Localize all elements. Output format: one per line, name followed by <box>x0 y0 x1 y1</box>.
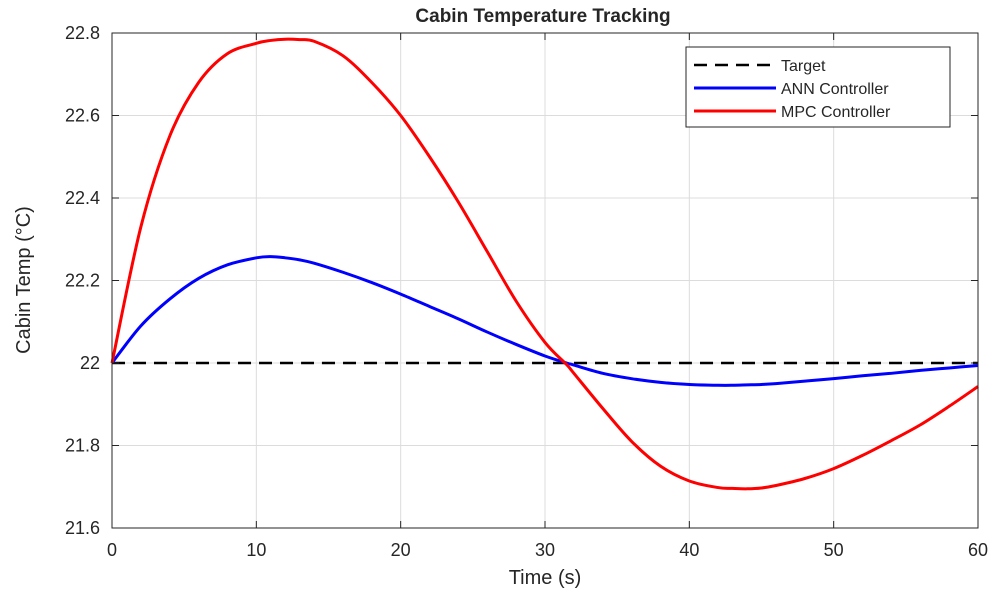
legend: Target ANN Controller MPC Controller <box>685 46 951 128</box>
chart-title: Cabin Temperature Tracking <box>415 6 670 27</box>
legend-label-target: Target <box>781 58 826 75</box>
x-tick-label: 0 <box>107 540 117 560</box>
x-tick-label: 10 <box>246 540 266 560</box>
x-tick-label: 60 <box>968 540 988 560</box>
y-tick-label: 21.8 <box>65 436 100 456</box>
y-tick-label: 22.4 <box>65 188 100 208</box>
legend-label-ann-controller: ANN Controller <box>781 81 889 98</box>
series-layer <box>110 37 979 491</box>
ann-controller-line <box>110 255 979 387</box>
x-tick-label: 20 <box>391 540 411 560</box>
y-tick-label: 21.6 <box>65 518 100 538</box>
y-tick-label: 22 <box>80 353 100 373</box>
legend-label-mpc-controller: MPC Controller <box>781 104 891 121</box>
x-tick-label: 30 <box>535 540 555 560</box>
ticks: 0 10 20 30 40 50 60 21.6 21.8 22 22.2 22.4 22.6 22.8 <box>65 23 988 560</box>
mpc-controller-line <box>110 37 979 491</box>
y-tick-label: 22.8 <box>65 23 100 43</box>
y-tick-label: 22.6 <box>65 106 100 126</box>
x-axis-label: Time (s) <box>509 567 582 589</box>
x-tick-label: 50 <box>824 540 844 560</box>
y-tick-label: 22.2 <box>65 271 100 291</box>
y-axis-label: Cabin Temp (°C) <box>13 206 35 354</box>
x-tick-label: 40 <box>679 540 699 560</box>
